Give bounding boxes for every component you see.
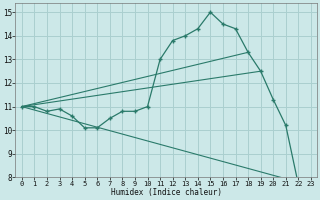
X-axis label: Humidex (Indice chaleur): Humidex (Indice chaleur) bbox=[111, 188, 222, 197]
